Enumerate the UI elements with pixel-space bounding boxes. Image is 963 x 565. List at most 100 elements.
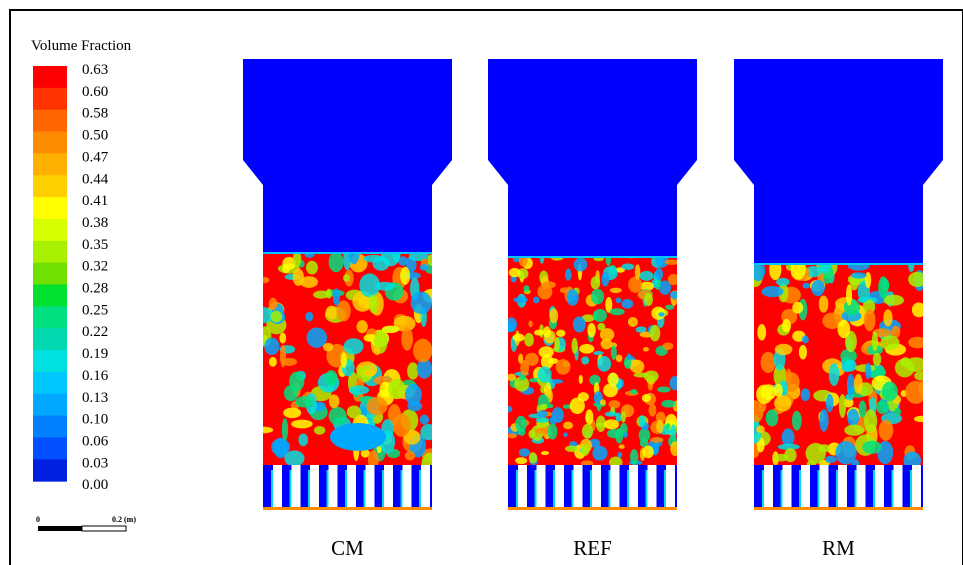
bubble bbox=[603, 384, 618, 398]
slot bbox=[611, 465, 620, 508]
bubble bbox=[363, 255, 384, 263]
bubble bbox=[880, 335, 899, 350]
bubble bbox=[535, 428, 545, 434]
bubble bbox=[914, 416, 929, 422]
bubble bbox=[837, 320, 850, 338]
bubble bbox=[786, 369, 792, 385]
bubble bbox=[799, 345, 807, 360]
bubble bbox=[865, 363, 871, 379]
bubble bbox=[879, 420, 894, 441]
bubble bbox=[884, 295, 904, 306]
bubble bbox=[819, 409, 828, 432]
bubble bbox=[600, 399, 606, 405]
slot-edge bbox=[382, 470, 384, 510]
bubble bbox=[851, 272, 867, 278]
bubble bbox=[847, 374, 855, 396]
bubble bbox=[536, 417, 549, 423]
bubble bbox=[844, 360, 857, 372]
bubble bbox=[607, 373, 618, 386]
bubble bbox=[876, 400, 889, 414]
bubble bbox=[655, 268, 663, 280]
bubble bbox=[811, 280, 825, 296]
bubble bbox=[642, 394, 651, 402]
bubble bbox=[635, 264, 641, 279]
bubble bbox=[314, 426, 325, 435]
bubble bbox=[509, 268, 521, 277]
slot bbox=[329, 465, 338, 508]
slot bbox=[820, 465, 829, 508]
bubble bbox=[648, 404, 656, 417]
slot-edge bbox=[572, 470, 574, 510]
bubble bbox=[269, 298, 278, 311]
bubble bbox=[756, 426, 765, 434]
bubble bbox=[291, 420, 313, 429]
bubble bbox=[513, 334, 525, 342]
legend-swatch bbox=[33, 459, 67, 481]
slot-edge bbox=[799, 470, 801, 510]
slot-edge bbox=[535, 470, 537, 510]
bubble bbox=[659, 281, 671, 295]
slot-edge bbox=[818, 470, 820, 510]
bubble bbox=[644, 370, 659, 382]
bubble bbox=[551, 379, 563, 384]
bubble bbox=[529, 452, 537, 463]
bubble bbox=[661, 400, 676, 408]
bubble bbox=[554, 337, 560, 351]
bubble bbox=[619, 444, 625, 449]
legend-swatch bbox=[33, 350, 67, 372]
bubble bbox=[525, 353, 539, 366]
bubble bbox=[563, 432, 567, 437]
legend-swatch bbox=[33, 285, 67, 307]
slot bbox=[292, 465, 301, 508]
slot-edge bbox=[609, 470, 611, 510]
slot-edge bbox=[646, 470, 648, 510]
bubble bbox=[593, 309, 607, 322]
bubble bbox=[878, 276, 888, 298]
bubble bbox=[762, 286, 784, 297]
bubble bbox=[528, 320, 532, 327]
slot-edge bbox=[327, 470, 329, 510]
legend-swatch bbox=[33, 437, 67, 459]
bubble bbox=[844, 299, 860, 315]
bubble bbox=[914, 371, 929, 381]
slot-edge bbox=[836, 470, 838, 510]
bubble bbox=[597, 356, 611, 372]
bubble bbox=[257, 277, 269, 283]
slot bbox=[555, 465, 564, 508]
bubble bbox=[329, 394, 340, 408]
bubble bbox=[643, 445, 654, 458]
legend-swatch bbox=[33, 132, 67, 154]
bubble bbox=[300, 276, 318, 288]
slot bbox=[310, 465, 319, 508]
bubble bbox=[782, 319, 791, 332]
slot bbox=[347, 465, 356, 508]
slot bbox=[574, 465, 583, 508]
slot bbox=[875, 465, 884, 508]
slot-edge bbox=[762, 470, 764, 510]
bubble bbox=[506, 317, 517, 332]
bubble bbox=[621, 263, 634, 270]
bubble bbox=[908, 272, 927, 287]
bubble bbox=[605, 411, 618, 416]
slot-edge bbox=[873, 470, 875, 510]
bubble bbox=[401, 327, 413, 351]
bubble bbox=[507, 433, 517, 438]
slot-edge bbox=[781, 470, 783, 510]
bubble bbox=[627, 354, 632, 361]
bubble bbox=[581, 444, 590, 456]
bubble bbox=[270, 311, 282, 323]
bubble bbox=[537, 410, 548, 417]
bubble bbox=[774, 395, 791, 411]
slot bbox=[857, 465, 866, 508]
bubble bbox=[623, 432, 628, 438]
bubble bbox=[507, 374, 516, 381]
bubble bbox=[411, 292, 432, 315]
bubble bbox=[519, 448, 530, 457]
legend-label: 0.58 bbox=[82, 106, 108, 122]
bubble bbox=[298, 434, 308, 447]
slot bbox=[783, 465, 792, 508]
bubble bbox=[656, 420, 663, 433]
slot bbox=[366, 465, 375, 508]
bubble bbox=[306, 261, 318, 275]
